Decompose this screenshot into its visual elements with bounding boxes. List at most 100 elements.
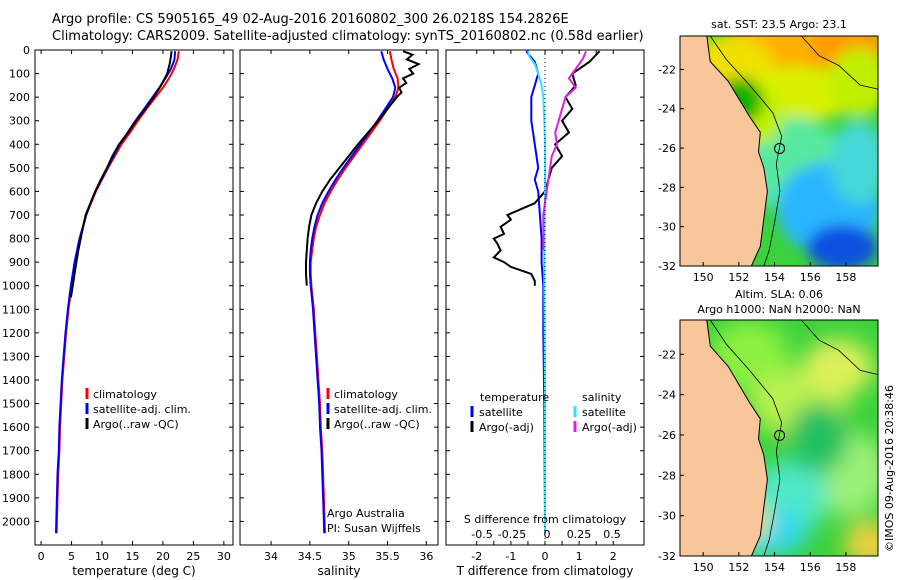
x-tick-label: 158 <box>835 561 856 574</box>
y-tick-label: 1300 <box>2 350 30 363</box>
y-tick-label: 1200 <box>2 327 30 340</box>
temperature-profile: 0100200300400500600700800900100011001200… <box>2 44 234 578</box>
x-tick-label: 156 <box>800 271 821 284</box>
x-tick-label: 156 <box>800 561 821 574</box>
difference-profile: -2 -1 0 1 2T difference from climatology temp… <box>445 49 645 578</box>
secondary-tick-label: 0.5 <box>603 528 621 541</box>
figure-title-line-1: Argo profile: CS 5905165_49 02-Aug-2016 … <box>52 12 569 27</box>
series-line-temperature-satellite <box>525 50 546 534</box>
y-tick-label: -22 <box>658 348 676 361</box>
y-tick-label: 1900 <box>2 492 30 505</box>
credit-text: ©IMOS 09-Aug-2016 20:38:46 <box>883 385 896 552</box>
x-tick-label: 20 <box>156 550 170 563</box>
secondary-tick-label: 0.25 <box>567 528 592 541</box>
legend-label: Argo(-adj) <box>582 421 637 434</box>
secondary-tick-label: -0.5 <box>471 528 492 541</box>
map-subtitle: Argo h1000: NaN h2000: NaN <box>697 303 860 316</box>
y-tick-label: -30 <box>658 221 676 234</box>
x-tick-label: 154 <box>764 561 785 574</box>
x-tick-label: -2 <box>471 550 482 563</box>
argo-float-marker <box>774 142 786 154</box>
secondary-axis-label: S difference from climatology <box>464 513 627 526</box>
field-blob <box>802 338 875 396</box>
salinity-profile: 34 34.5 35 35.5 36 salinity climatology satelli… <box>239 49 439 578</box>
depth-contour <box>709 320 783 556</box>
land-mass <box>680 36 768 266</box>
x-tick-label: 25 <box>186 550 200 563</box>
y-tick-label: 1400 <box>2 374 30 387</box>
y-tick-label: -28 <box>658 469 676 482</box>
legend-label: climatology <box>93 388 157 401</box>
x-tick-label: 34 <box>264 550 278 563</box>
x-axis-label: temperature (deg C) <box>72 564 195 578</box>
y-tick-label: -24 <box>658 103 676 116</box>
map-title: Altim. SLA: 0.06 <box>735 288 823 301</box>
secondary-tick-label: 0 <box>544 528 551 541</box>
legend-label: climatology <box>334 388 398 401</box>
y-tick-label: 400 <box>9 138 30 151</box>
x-tick-label: 158 <box>835 271 856 284</box>
series-line-argo-raw-qc- <box>69 51 173 298</box>
x-tick-label: 1 <box>576 550 583 563</box>
y-tick-label: -32 <box>658 260 676 273</box>
y-tick-label: 700 <box>9 209 30 222</box>
x-tick-label: 152 <box>728 561 749 574</box>
sst-map: 150 152 154 156 158 -22 -24 -26 -28 -30 -32 sat. SS… <box>658 18 879 284</box>
series-line-satellite-adj-clim- <box>308 50 397 534</box>
y-tick-label: 1800 <box>2 468 30 481</box>
land-mass <box>680 320 768 556</box>
x-axis-label: T difference from climatology <box>456 564 634 578</box>
x-tick-label: 15 <box>125 550 139 563</box>
legend-label: Argo(..raw -QC) <box>93 418 179 431</box>
depth-contour <box>801 36 878 90</box>
field-pattern <box>709 320 878 556</box>
x-tick-label: 0 <box>542 550 549 563</box>
y-tick-label: -22 <box>658 63 676 76</box>
x-tick-label: 152 <box>728 271 749 284</box>
y-tick-label: 1700 <box>2 445 30 458</box>
x-tick-label: 30 <box>217 550 231 563</box>
x-tick-label: 150 <box>693 561 714 574</box>
x-tick-label: 5 <box>68 550 75 563</box>
y-tick-label: -26 <box>658 429 676 442</box>
map-area <box>680 320 878 556</box>
series-line-temperature-argo-adj- <box>492 50 601 286</box>
y-tick-label: 800 <box>9 233 30 246</box>
annotation-institution: Argo Australia <box>327 507 405 520</box>
legend-label: satellite <box>479 406 523 419</box>
y-tick-label: 2000 <box>2 515 30 528</box>
legend-label: satellite <box>582 406 626 419</box>
sla-map: 150 152 154 156 158 -22 -24 -26 -28 -30 -32 Altim. … <box>658 288 879 574</box>
series-line-salinity-satellite <box>526 50 546 534</box>
field-blob <box>844 520 878 556</box>
y-tick-label: 100 <box>9 68 30 81</box>
y-tick-label: 300 <box>9 115 30 128</box>
series-line-argo-raw-qc- <box>305 50 422 286</box>
annotation-pi: PI: Susan Wijffels <box>327 522 421 535</box>
map-frame <box>679 319 879 557</box>
legend-header-temperature: temperature <box>480 391 549 404</box>
y-tick-label: 1600 <box>2 421 30 434</box>
y-tick-label: -24 <box>658 389 676 402</box>
x-tick-label: 35.5 <box>375 550 400 563</box>
y-tick-label: 1100 <box>2 303 30 316</box>
x-tick-label: 150 <box>693 271 714 284</box>
legend-label: satellite-adj. clim. <box>334 403 432 416</box>
series-line-salinity-argo-adj- <box>542 50 587 251</box>
x-tick-label: 36 <box>419 550 433 563</box>
legend-label: Argo(..raw -QC) <box>334 418 420 431</box>
plot-frame <box>239 49 439 546</box>
x-tick-label: 34.5 <box>298 550 323 563</box>
y-tick-label: 0 <box>23 44 30 57</box>
field-blob <box>806 224 878 266</box>
map-area <box>680 36 878 266</box>
y-tick-label: 200 <box>9 91 30 104</box>
y-tick-label: 600 <box>9 185 30 198</box>
plot-frame <box>34 49 234 546</box>
secondary-tick-label: -0.25 <box>498 528 526 541</box>
x-tick-label: 10 <box>95 550 109 563</box>
x-tick-label: 0 <box>38 550 45 563</box>
depth-contour <box>800 320 878 375</box>
x-axis-label: salinity <box>317 564 360 578</box>
